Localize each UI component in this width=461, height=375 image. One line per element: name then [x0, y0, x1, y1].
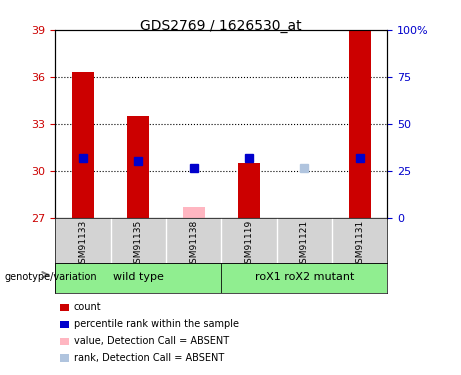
Text: percentile rank within the sample: percentile rank within the sample	[74, 320, 239, 329]
Text: rank, Detection Call = ABSENT: rank, Detection Call = ABSENT	[74, 353, 224, 363]
Text: genotype/variation: genotype/variation	[5, 273, 97, 282]
Text: GSM91135: GSM91135	[134, 220, 143, 269]
Text: roX1 roX2 mutant: roX1 roX2 mutant	[254, 273, 354, 282]
FancyBboxPatch shape	[55, 262, 221, 292]
Bar	[183, 207, 205, 218]
Text: GSM91119: GSM91119	[244, 220, 254, 269]
Bar	[349, 30, 371, 217]
Text: GSM91131: GSM91131	[355, 220, 364, 269]
Text: wild type: wild type	[113, 273, 164, 282]
Text: value, Detection Call = ABSENT: value, Detection Call = ABSENT	[74, 336, 229, 346]
Bar	[127, 116, 149, 218]
Text: count: count	[74, 303, 101, 312]
Text: GSM91121: GSM91121	[300, 220, 309, 269]
Text: GSM91133: GSM91133	[78, 220, 88, 269]
Text: GDS2769 / 1626530_at: GDS2769 / 1626530_at	[141, 19, 302, 33]
FancyBboxPatch shape	[221, 262, 387, 292]
Text: GSM91138: GSM91138	[189, 220, 198, 269]
Bar	[238, 163, 260, 218]
Bar	[72, 72, 94, 217]
